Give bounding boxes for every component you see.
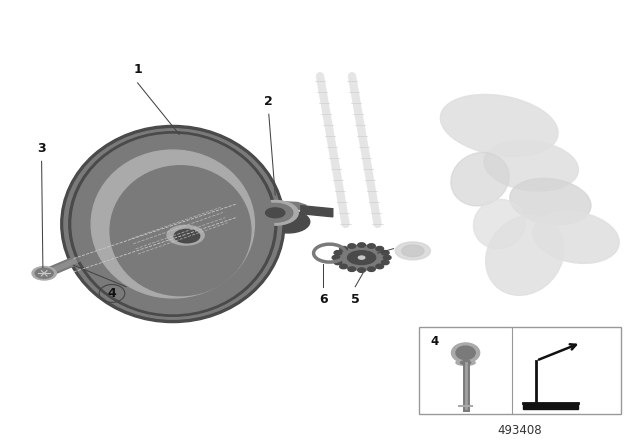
Ellipse shape <box>32 267 56 280</box>
Ellipse shape <box>74 135 272 313</box>
Ellipse shape <box>334 260 342 265</box>
Ellipse shape <box>381 250 389 255</box>
Ellipse shape <box>367 244 375 248</box>
Text: 5: 5 <box>351 293 360 306</box>
Ellipse shape <box>460 361 470 365</box>
Text: 4: 4 <box>431 335 439 348</box>
Ellipse shape <box>396 242 431 260</box>
Circle shape <box>456 346 475 359</box>
Text: 493408: 493408 <box>498 424 542 437</box>
Ellipse shape <box>79 139 268 309</box>
Text: 1: 1 <box>133 63 142 76</box>
Ellipse shape <box>35 268 53 278</box>
Ellipse shape <box>340 264 348 269</box>
Ellipse shape <box>110 166 251 296</box>
Ellipse shape <box>358 268 365 272</box>
Ellipse shape <box>61 125 285 323</box>
Ellipse shape <box>456 360 475 366</box>
Ellipse shape <box>486 215 564 295</box>
Ellipse shape <box>77 138 269 310</box>
Ellipse shape <box>348 244 356 248</box>
Ellipse shape <box>252 201 298 225</box>
Ellipse shape <box>336 245 387 270</box>
Polygon shape <box>301 206 333 217</box>
Ellipse shape <box>167 225 204 245</box>
Ellipse shape <box>358 256 365 259</box>
Ellipse shape <box>86 146 259 302</box>
Ellipse shape <box>440 95 558 156</box>
Ellipse shape <box>340 246 348 251</box>
Ellipse shape <box>266 211 310 233</box>
Ellipse shape <box>83 143 262 305</box>
Ellipse shape <box>510 178 591 225</box>
Ellipse shape <box>484 140 579 191</box>
Ellipse shape <box>257 203 293 222</box>
Polygon shape <box>266 201 306 211</box>
Ellipse shape <box>174 229 200 243</box>
Ellipse shape <box>402 245 424 257</box>
Ellipse shape <box>64 129 282 319</box>
Text: 6: 6 <box>319 293 328 306</box>
Circle shape <box>451 343 479 363</box>
Ellipse shape <box>376 264 383 269</box>
Ellipse shape <box>266 208 285 218</box>
Ellipse shape <box>82 142 264 306</box>
Ellipse shape <box>367 267 375 271</box>
Ellipse shape <box>451 152 509 206</box>
Text: 4: 4 <box>108 287 116 300</box>
Ellipse shape <box>532 211 620 263</box>
Ellipse shape <box>92 150 255 298</box>
Ellipse shape <box>383 255 391 260</box>
Ellipse shape <box>474 199 525 249</box>
Ellipse shape <box>334 250 342 255</box>
Text: 2: 2 <box>264 95 273 108</box>
Ellipse shape <box>348 267 356 271</box>
Bar <box>419 327 621 414</box>
Ellipse shape <box>72 134 274 314</box>
Ellipse shape <box>376 246 383 251</box>
Ellipse shape <box>69 132 277 316</box>
Ellipse shape <box>332 255 340 260</box>
Bar <box>524 403 578 409</box>
Ellipse shape <box>348 251 376 264</box>
Polygon shape <box>240 203 275 218</box>
Ellipse shape <box>381 260 389 265</box>
Ellipse shape <box>358 243 365 247</box>
Text: 3: 3 <box>37 142 46 155</box>
